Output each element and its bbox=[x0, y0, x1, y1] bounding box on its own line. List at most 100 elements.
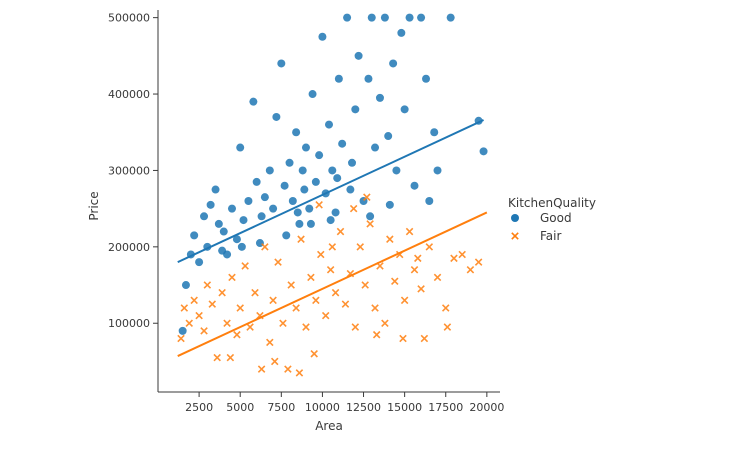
fair-point bbox=[228, 273, 236, 282]
fair-point bbox=[307, 273, 315, 282]
fair-point bbox=[326, 265, 335, 274]
good-point bbox=[280, 181, 289, 190]
good-point bbox=[305, 204, 314, 213]
good-point bbox=[211, 185, 220, 194]
good-point bbox=[178, 326, 187, 335]
fair-point bbox=[351, 323, 360, 331]
x-tick-label: 20000 bbox=[469, 401, 504, 414]
good-point bbox=[292, 128, 301, 137]
fair-point bbox=[226, 353, 235, 362]
fair-point bbox=[261, 243, 269, 251]
fair-point bbox=[295, 369, 304, 377]
fair-point bbox=[371, 304, 379, 312]
fair-point bbox=[331, 288, 340, 297]
fair-point bbox=[292, 304, 300, 312]
good-point bbox=[338, 139, 347, 148]
y-tick-label: 400000 bbox=[108, 88, 150, 101]
fair-point bbox=[251, 288, 259, 297]
good-point bbox=[308, 90, 317, 99]
fair-point bbox=[246, 323, 254, 331]
y-tick-label: 200000 bbox=[108, 241, 150, 254]
fair-point bbox=[269, 296, 277, 305]
fair-point bbox=[366, 220, 374, 228]
good-point bbox=[285, 158, 294, 167]
good-point bbox=[265, 166, 274, 175]
fair-point bbox=[312, 296, 320, 305]
legend-marker-fair bbox=[511, 232, 519, 240]
good-point bbox=[405, 13, 414, 22]
good-point bbox=[214, 219, 223, 228]
fair-point bbox=[302, 323, 310, 331]
good-point bbox=[288, 197, 297, 205]
fair-point bbox=[223, 319, 231, 328]
fair-point bbox=[328, 243, 337, 251]
legend-label-fair: Fair bbox=[540, 229, 561, 243]
good-point bbox=[334, 74, 343, 83]
fair-point bbox=[274, 258, 282, 266]
good-point bbox=[380, 13, 389, 22]
good-point bbox=[385, 200, 394, 209]
good-point bbox=[219, 227, 228, 236]
fair-point bbox=[372, 330, 381, 339]
fair-point bbox=[241, 262, 249, 270]
good-point bbox=[298, 166, 307, 175]
fair-point bbox=[417, 285, 425, 293]
fair-point bbox=[405, 227, 414, 236]
good-point bbox=[367, 13, 376, 22]
fair-point bbox=[177, 334, 185, 343]
good-point bbox=[364, 74, 373, 83]
good-point bbox=[190, 231, 199, 240]
good-point bbox=[252, 177, 261, 186]
good-point bbox=[301, 143, 310, 152]
good-point bbox=[272, 112, 281, 121]
fair-point bbox=[195, 311, 203, 320]
legend-marker-good bbox=[511, 214, 519, 222]
good-point bbox=[433, 166, 442, 175]
fair-point bbox=[185, 319, 194, 328]
good-point bbox=[343, 13, 352, 22]
x-tick-label: 10000 bbox=[305, 401, 340, 414]
y-axis-label: Price bbox=[87, 191, 101, 220]
fair-point bbox=[400, 296, 409, 305]
good-point bbox=[417, 13, 426, 22]
good-point bbox=[293, 208, 302, 217]
fair-point bbox=[386, 235, 394, 243]
fair-point bbox=[410, 265, 419, 274]
fair-point bbox=[391, 277, 399, 285]
y-tick-label: 500000 bbox=[108, 12, 150, 25]
fair-point bbox=[266, 338, 274, 347]
fair-point bbox=[236, 304, 244, 312]
fair-point bbox=[213, 353, 221, 362]
fair-point bbox=[414, 254, 422, 263]
good-point bbox=[269, 204, 278, 213]
fair-point bbox=[200, 327, 208, 335]
y-tick-label: 300000 bbox=[108, 164, 150, 177]
good-point bbox=[232, 235, 241, 244]
good-point bbox=[425, 197, 434, 205]
fair-point bbox=[441, 304, 450, 312]
good-point bbox=[260, 193, 269, 202]
fair-point bbox=[297, 235, 305, 243]
good-point bbox=[392, 166, 401, 175]
good-point bbox=[430, 128, 439, 137]
fair-point bbox=[321, 311, 330, 320]
good-point bbox=[257, 212, 266, 221]
good-fit-line bbox=[177, 119, 484, 264]
x-tick-label: 2500 bbox=[185, 401, 213, 414]
fair-point bbox=[336, 227, 345, 236]
fair-point bbox=[474, 258, 483, 266]
fair-point bbox=[349, 204, 358, 213]
good-point bbox=[315, 151, 324, 160]
legend-label-good: Good bbox=[540, 211, 572, 225]
good-point bbox=[282, 231, 291, 240]
fair-point bbox=[399, 334, 407, 343]
fair-point bbox=[284, 365, 292, 373]
good-point bbox=[479, 147, 488, 156]
good-point bbox=[325, 120, 333, 129]
good-point bbox=[206, 200, 215, 209]
fair-point bbox=[425, 243, 434, 251]
fair-point bbox=[341, 300, 350, 308]
fair-point bbox=[233, 330, 241, 339]
x-tick-label: 15000 bbox=[387, 401, 422, 414]
